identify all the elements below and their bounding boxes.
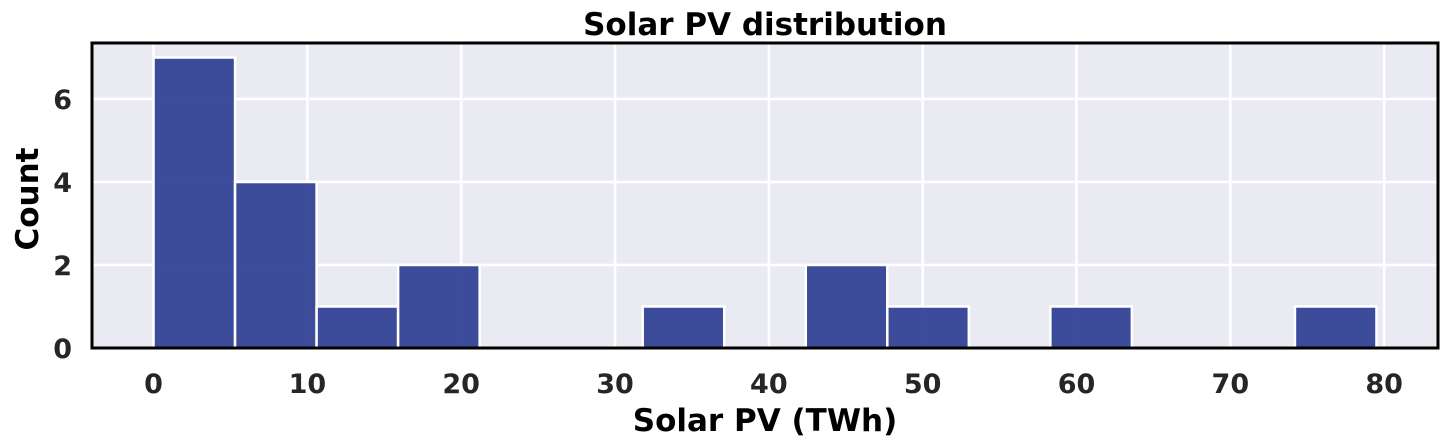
histogram-bar <box>886 305 971 350</box>
x-tick-label: 20 <box>442 369 480 400</box>
y-axis-label: Count <box>10 147 46 250</box>
x-tick-label: 30 <box>596 369 634 400</box>
x-tick-label: 10 <box>289 369 327 400</box>
histogram-bar <box>396 263 481 350</box>
x-tick-label: 60 <box>1058 369 1096 400</box>
x-tick-label: 40 <box>750 369 788 400</box>
histogram-bar <box>152 56 237 350</box>
x-tick-label: 80 <box>1365 369 1403 400</box>
histogram-bar <box>641 305 726 350</box>
chart-title: Solar PV distribution <box>583 7 947 43</box>
bars <box>152 56 1378 350</box>
histogram-bar <box>804 263 889 350</box>
y-tick-labels: 0 2 4 6 <box>53 85 72 365</box>
y-tick-label: 4 <box>53 168 72 199</box>
y-tick-label: 6 <box>53 85 72 116</box>
x-tick-labels: 0 10 20 30 40 50 60 70 80 <box>144 369 1403 400</box>
histogram-bar <box>233 180 318 350</box>
x-tick-label: 50 <box>904 369 942 400</box>
x-tick-label: 70 <box>1212 369 1250 400</box>
y-tick-label: 2 <box>53 251 72 282</box>
histogram-bar <box>315 305 400 350</box>
histogram-bar <box>1049 305 1134 350</box>
histogram-bar <box>1293 305 1378 350</box>
x-axis-label: Solar PV (TWh) <box>633 403 898 439</box>
y-tick-label: 0 <box>53 334 72 365</box>
plot-frame <box>90 41 1440 350</box>
x-tick-label: 0 <box>144 369 163 400</box>
